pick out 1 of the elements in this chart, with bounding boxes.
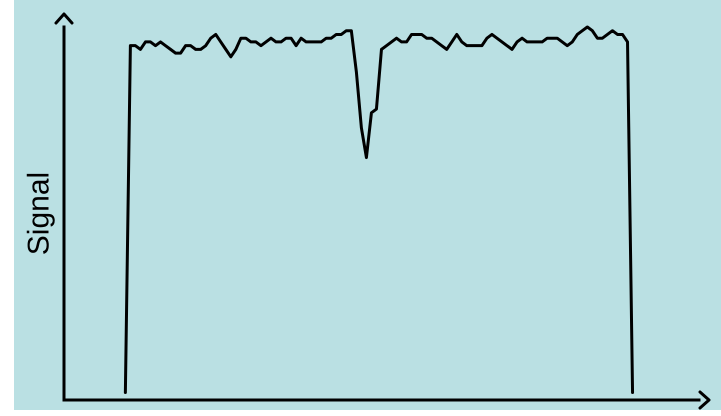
y-axis-title: Signal: [22, 172, 56, 256]
